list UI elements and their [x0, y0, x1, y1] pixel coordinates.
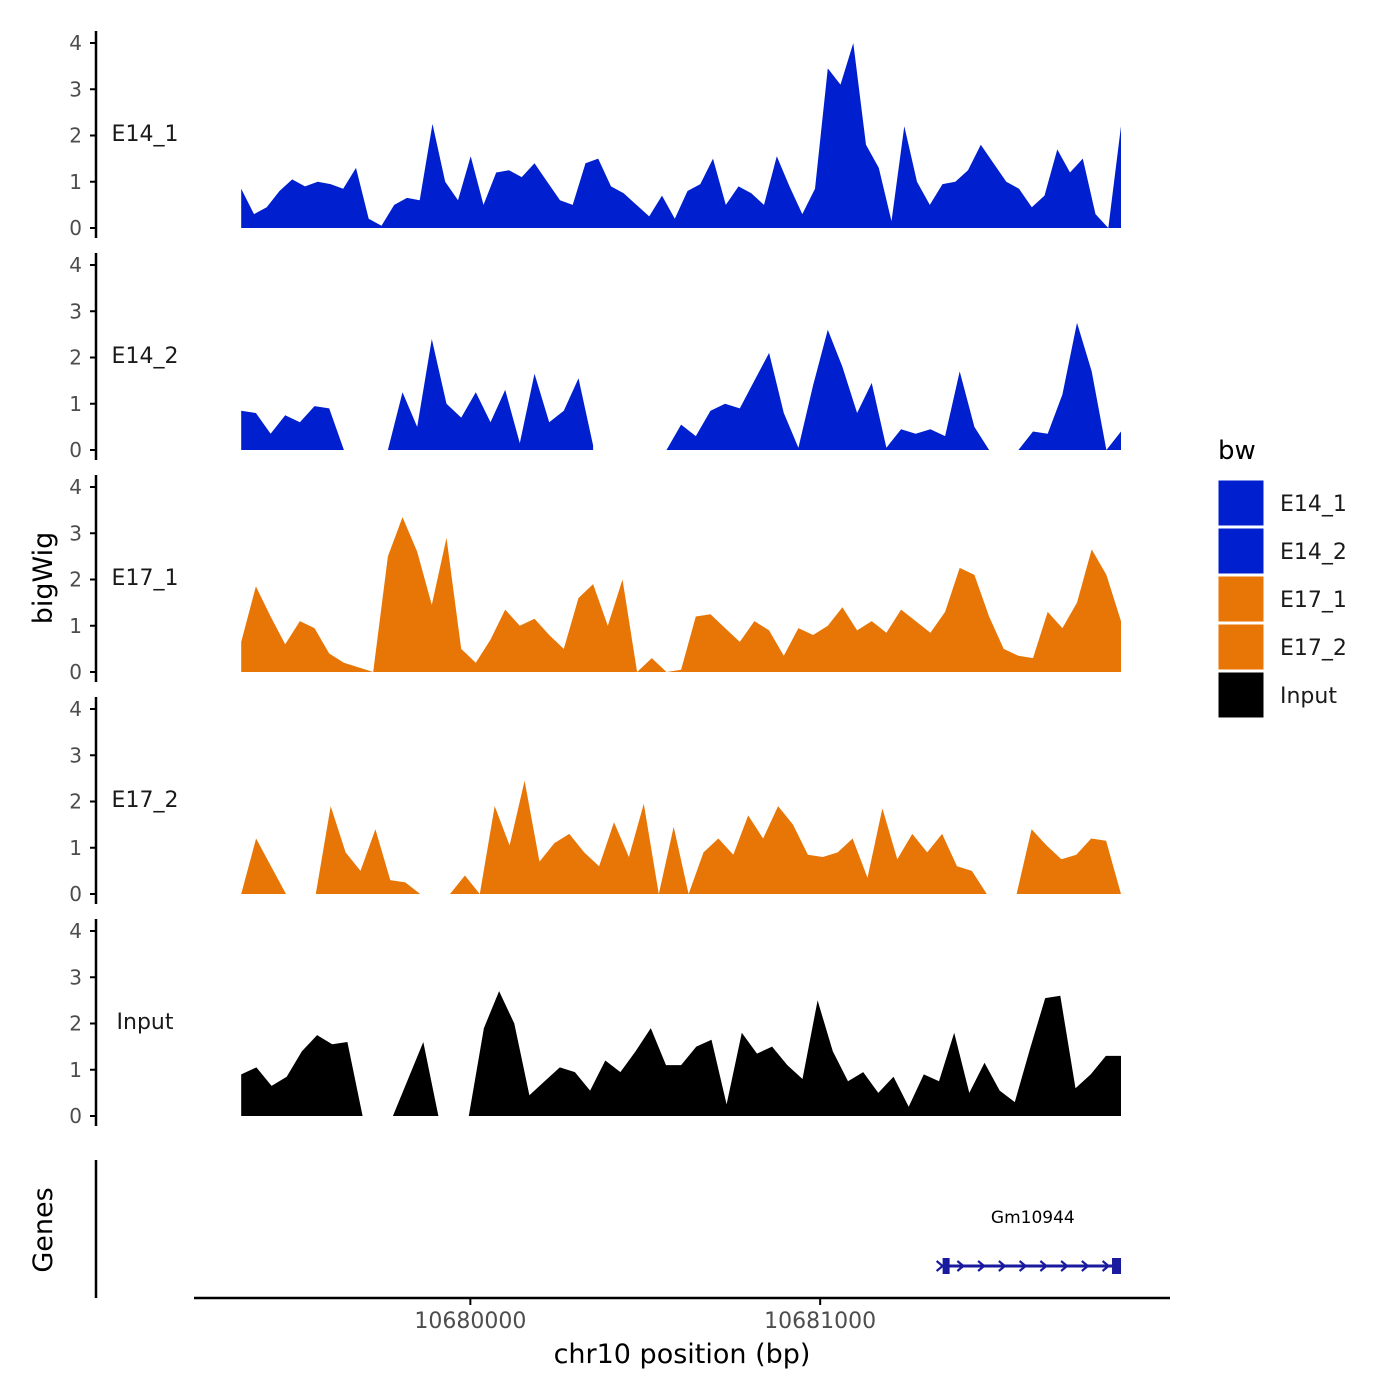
track-panel-e14_2: 0 1 2 3 4 E14_2 [69, 253, 1121, 462]
signal-area-input [241, 991, 1121, 1116]
y-tick-label: 2 [69, 1012, 82, 1036]
y-tick-label: 4 [69, 31, 82, 55]
legend-label: E14_1 [1280, 492, 1347, 517]
y-tick-label: 1 [69, 614, 82, 638]
legend-label: E14_2 [1280, 540, 1347, 565]
track-label: E17_2 [112, 788, 179, 813]
y-tick-label: 4 [69, 697, 82, 721]
legend-swatch [1217, 527, 1265, 575]
y-tick-label: 1 [69, 836, 82, 860]
gene-models: Gm10944 [935, 1208, 1122, 1274]
y-tick-label: 0 [69, 216, 82, 240]
track-panels: 0 1 2 3 4 E14_1 0 1 2 3 4 E14_2 0 1 2 3 4 E17_1 0 1 2 3 4 E17_2… [69, 31, 1121, 1128]
y-tick-label: 2 [69, 790, 82, 814]
legend-item-input: Input [1217, 671, 1337, 719]
y-tick-label: 4 [69, 253, 82, 277]
x-axis: 10680000 10681000 chr10 position (bp) [194, 1296, 1170, 1370]
signal-area-e14_2 [241, 322, 1121, 450]
strand-arrow [956, 1260, 966, 1272]
track-panel-e14_1: 0 1 2 3 4 E14_1 [69, 31, 1121, 240]
signal-area-e14_1 [241, 43, 1121, 228]
legend-label: E17_2 [1280, 636, 1347, 661]
strand-arrow [935, 1260, 945, 1272]
track-panel-e17_2: 0 1 2 3 4 E17_2 [69, 697, 1121, 906]
y-axis-title: bigWig [28, 532, 59, 625]
gene-label: Gm10944 [991, 1208, 1075, 1228]
x-tick-label: 10681000 [764, 1309, 876, 1334]
legend-item-e17_1: E17_1 [1217, 575, 1347, 623]
legend-item-e14_1: E14_1 [1217, 479, 1347, 527]
legend-label: E17_1 [1280, 588, 1347, 613]
gene-exon-end [1112, 1258, 1122, 1274]
y-tick-label: 3 [69, 299, 82, 323]
legend-title: bw [1218, 436, 1256, 466]
y-tick-label: 4 [69, 475, 82, 499]
y-tick-label: 1 [69, 392, 82, 416]
track-label: E14_2 [112, 344, 179, 369]
signal-area-e17_1 [241, 517, 1121, 672]
y-tick-label: 2 [69, 568, 82, 592]
y-tick-label: 0 [69, 1104, 82, 1128]
strand-arrow [998, 1260, 1007, 1272]
track-label: E14_1 [112, 122, 179, 147]
x-tick-label: 10680000 [414, 1309, 526, 1334]
legend-swatch [1217, 671, 1265, 719]
y-tick-label: 4 [69, 919, 82, 943]
y-tick-label: 0 [69, 882, 82, 906]
y-tick-label: 0 [69, 660, 82, 684]
x-axis-title: chr10 position (bp) [554, 1339, 811, 1370]
y-tick-label: 3 [69, 77, 82, 101]
y-tick-label: 2 [69, 346, 82, 370]
strand-arrow [1081, 1260, 1090, 1272]
gene-exon-start [942, 1258, 950, 1274]
strand-arrow [1060, 1260, 1069, 1272]
legend: bw E14_1 E14_2 E17_1 E17_2 Input [1217, 436, 1347, 719]
legend-label: Input [1280, 684, 1337, 709]
track-panel-input: 0 1 2 3 4 Input [69, 919, 1121, 1128]
legend-swatch [1217, 623, 1265, 671]
x-ticks: 10680000 10681000 [414, 1298, 876, 1334]
gene-track: Genes Gm10944 [28, 1160, 1122, 1298]
y-tick-label: 0 [69, 438, 82, 462]
legend-item-e17_2: E17_2 [1217, 623, 1347, 671]
y-tick-label: 3 [69, 965, 82, 989]
genes-axis-title: Genes [28, 1187, 59, 1272]
legend-items: E14_1 E14_2 E17_1 E17_2 Input [1217, 479, 1347, 719]
signal-area-e17_2 [241, 780, 1121, 894]
strand-arrow [977, 1260, 986, 1272]
gene-gm10944: Gm10944 [935, 1208, 1122, 1274]
legend-swatch [1217, 575, 1265, 623]
strand-arrow [1039, 1260, 1049, 1272]
strand-arrow [1101, 1260, 1111, 1272]
track-label: Input [117, 1010, 174, 1035]
y-tick-label: 2 [69, 124, 82, 148]
y-tick-label: 1 [69, 170, 82, 194]
track-panel-e17_1: 0 1 2 3 4 E17_1 [69, 475, 1121, 684]
y-tick-label: 3 [69, 743, 82, 767]
track-label: E17_1 [112, 566, 179, 591]
legend-item-e14_2: E14_2 [1217, 527, 1347, 575]
y-tick-label: 3 [69, 521, 82, 545]
y-tick-label: 1 [69, 1058, 82, 1082]
strand-arrow [1018, 1260, 1028, 1272]
legend-swatch [1217, 479, 1265, 527]
